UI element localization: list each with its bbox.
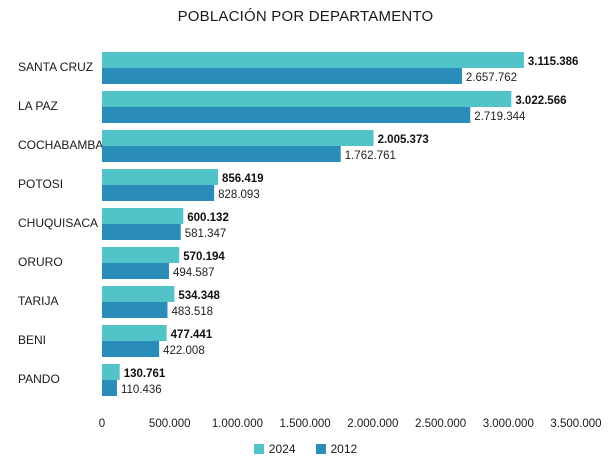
category-label-chuquisaca: CHUQUISACA <box>18 216 98 230</box>
data-label-2012-chuquisaca: 581.347 <box>185 228 227 240</box>
data-label-2012-santa-cruz: 2.657.762 <box>466 72 517 84</box>
legend-item-2012: 2012 <box>315 442 358 456</box>
bar-2012-beni <box>102 341 160 357</box>
bar-2012-santa-cruz <box>102 68 462 84</box>
x-tick-label-3: 1.500.000 <box>280 418 331 430</box>
legend: 2024 2012 <box>0 442 611 456</box>
data-label-2024-chuquisaca: 600.132 <box>187 212 229 224</box>
category-label-beni: BENI <box>18 333 46 347</box>
legend-swatch-2012 <box>315 444 326 454</box>
category-label-oruro: ORURO <box>18 255 63 269</box>
data-label-2024-santa-cruz: 3.115.386 <box>528 56 579 68</box>
chart-title: POBLACIÓN POR DEPARTAMENTO <box>177 8 434 25</box>
bar-2012-potosi <box>102 185 215 201</box>
category-label-tarija: TARIJA <box>18 294 58 308</box>
x-tick-label-5: 2.500.000 <box>415 418 466 430</box>
bar-2024-oruro <box>102 247 180 263</box>
data-label-2024-tarija: 534.348 <box>178 290 220 302</box>
data-label-2012-cochabamba: 1.762.761 <box>345 150 396 162</box>
legend-item-2024: 2024 <box>253 442 296 456</box>
bar-2024-tarija <box>102 286 175 302</box>
bar-2024-cochabamba <box>102 130 374 146</box>
bar-2012-chuquisaca <box>102 224 181 240</box>
x-tick-label-2: 1.000.000 <box>212 418 263 430</box>
legend-swatch-2024 <box>253 444 264 454</box>
data-label-2024-potosi: 856.419 <box>222 173 264 185</box>
bar-2024-pando <box>102 364 120 380</box>
bar-2024-santa-cruz <box>102 52 524 68</box>
data-label-2012-pando: 110.436 <box>121 384 162 396</box>
bar-2012-oruro <box>102 263 169 279</box>
legend-label-2024: 2024 <box>268 442 296 456</box>
data-label-2024-oruro: 570.194 <box>183 251 225 263</box>
x-tick-label-4: 2.000.000 <box>347 418 398 430</box>
bar-2012-la-paz <box>102 107 471 123</box>
bar-2024-beni <box>102 325 167 341</box>
data-label-2012-potosi: 828.093 <box>218 189 260 201</box>
x-tick-label-0: 0 <box>99 418 105 430</box>
data-label-2024-la-paz: 3.022.566 <box>515 95 566 107</box>
bar-2012-tarija <box>102 302 168 318</box>
category-label-potosi: POTOSI <box>18 177 63 191</box>
category-label-santa-cruz: SANTA CRUZ <box>18 60 93 74</box>
data-label-2024-beni: 477.441 <box>171 329 213 341</box>
data-label-2012-la-paz: 2.719.344 <box>474 111 526 123</box>
x-tick-label-1: 500.000 <box>149 418 191 430</box>
x-tick-label-6: 3.000.000 <box>483 418 534 430</box>
data-label-2024-cochabamba: 2.005.373 <box>378 134 429 146</box>
bar-2012-cochabamba <box>102 146 341 162</box>
legend-label-2012: 2012 <box>330 442 358 456</box>
data-label-2012-beni: 422.008 <box>163 345 205 357</box>
data-label-2012-tarija: 483.518 <box>171 306 213 318</box>
category-label-cochabamba: COCHABAMBA <box>18 138 103 152</box>
x-tick-label-7: 3.500.000 <box>550 418 601 430</box>
data-label-2024-pando: 130.761 <box>124 368 166 380</box>
bar-2024-potosi <box>102 169 218 185</box>
bar-2012-pando <box>102 380 117 396</box>
category-label-pando: PANDO <box>18 372 60 386</box>
bar-2024-la-paz <box>102 91 512 107</box>
data-label-2012-oruro: 494.587 <box>173 267 215 279</box>
category-label-la-paz: LA PAZ <box>18 99 58 113</box>
bar-2024-chuquisaca <box>102 208 184 224</box>
